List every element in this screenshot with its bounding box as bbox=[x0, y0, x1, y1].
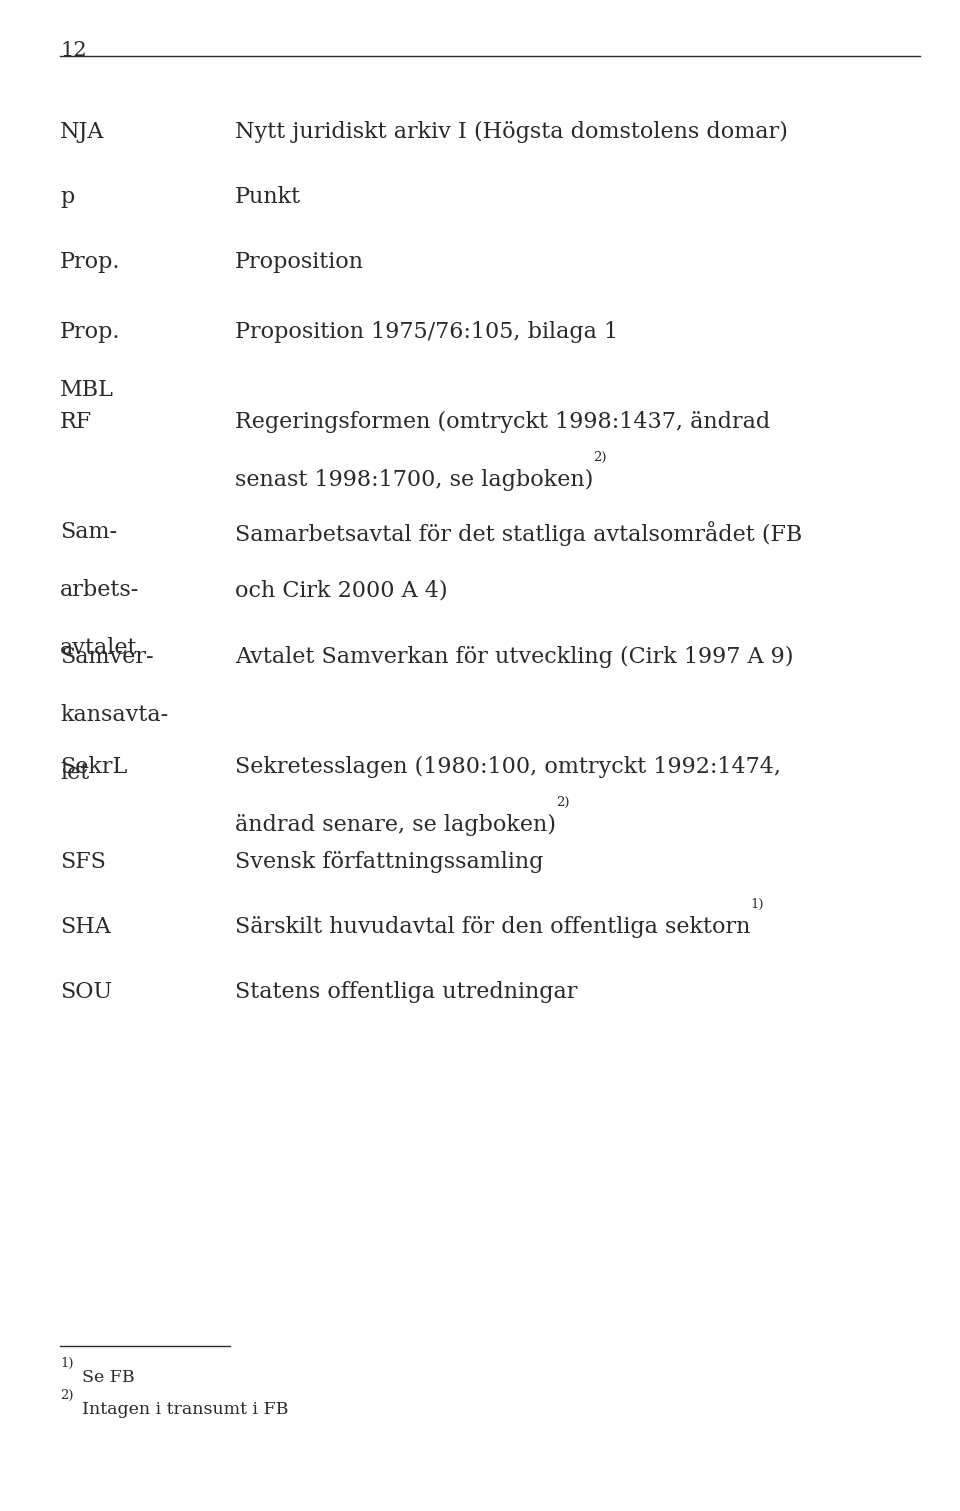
Text: Nytt juridiskt arkiv I (Högsta domstolens domar): Nytt juridiskt arkiv I (Högsta domstolen… bbox=[235, 121, 788, 144]
Text: SekrL: SekrL bbox=[60, 756, 128, 778]
Text: avtalet: avtalet bbox=[60, 638, 137, 659]
Text: Sam-: Sam- bbox=[60, 521, 117, 542]
Text: p: p bbox=[60, 186, 74, 209]
Text: Avtalet Samverkan för utveckling (Cirk 1997 A 9): Avtalet Samverkan för utveckling (Cirk 1… bbox=[235, 647, 794, 668]
Text: Samver-: Samver- bbox=[60, 647, 154, 668]
Text: 12: 12 bbox=[60, 41, 86, 60]
Text: 2): 2) bbox=[593, 450, 607, 464]
Text: Regeringsformen (omtryckt 1998:1437, ändrad: Regeringsformen (omtryckt 1998:1437, änd… bbox=[235, 411, 770, 434]
Text: Samarbetsavtal för det statliga avtalsområdet (FB: Samarbetsavtal för det statliga avtalsom… bbox=[235, 521, 803, 545]
Text: 2): 2) bbox=[556, 796, 569, 808]
Text: ändrad senare, se lagboken): ändrad senare, se lagboken) bbox=[235, 814, 556, 836]
Text: Prop.: Prop. bbox=[60, 251, 121, 273]
Text: Punkt: Punkt bbox=[235, 186, 301, 209]
Text: let: let bbox=[60, 762, 89, 784]
Text: arbets-: arbets- bbox=[60, 579, 139, 601]
Text: Proposition: Proposition bbox=[235, 251, 364, 273]
Text: NJA: NJA bbox=[60, 121, 105, 144]
Text: RF: RF bbox=[60, 411, 92, 434]
Text: SHA: SHA bbox=[60, 916, 110, 938]
Text: SFS: SFS bbox=[60, 851, 106, 873]
Text: Svensk författningssamling: Svensk författningssamling bbox=[235, 851, 543, 873]
Text: SOU: SOU bbox=[60, 981, 112, 1003]
Text: kansavta-: kansavta- bbox=[60, 704, 168, 725]
Text: Särskilt huvudavtal för den offentliga sektorn: Särskilt huvudavtal för den offentliga s… bbox=[235, 916, 751, 938]
Text: senast 1998:1700, se lagboken): senast 1998:1700, se lagboken) bbox=[235, 468, 593, 491]
Text: och Cirk 2000 A 4): och Cirk 2000 A 4) bbox=[235, 579, 447, 601]
Text: Statens offentliga utredningar: Statens offentliga utredningar bbox=[235, 981, 577, 1003]
Text: 1): 1) bbox=[60, 1357, 74, 1370]
Text: Proposition 1975/76:105, bilaga 1: Proposition 1975/76:105, bilaga 1 bbox=[235, 320, 618, 343]
Text: Se FB: Se FB bbox=[82, 1369, 134, 1386]
Text: Prop.: Prop. bbox=[60, 320, 121, 343]
Text: 2): 2) bbox=[60, 1389, 74, 1402]
Text: Sekretesslagen (1980:100, omtryckt 1992:1474,: Sekretesslagen (1980:100, omtryckt 1992:… bbox=[235, 756, 781, 778]
Text: 1): 1) bbox=[751, 898, 764, 911]
Text: Intagen i transumt i FB: Intagen i transumt i FB bbox=[82, 1401, 288, 1417]
Text: MBL: MBL bbox=[60, 379, 114, 400]
